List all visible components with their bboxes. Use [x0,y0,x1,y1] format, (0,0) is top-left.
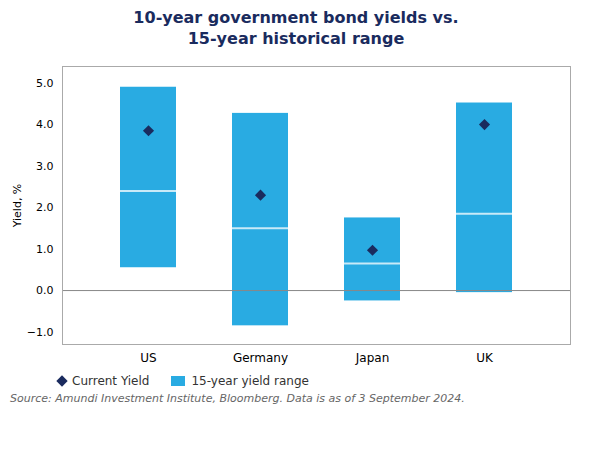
svg-text:1.0: 1.0 [36,242,54,255]
svg-text:3.0: 3.0 [36,159,54,172]
svg-text:4.0: 4.0 [36,118,54,131]
html-text:Current Yield: Current Yield [72,373,150,388]
html-text:10-year government bond yields: 10-year government bond yields vs. 15-ye… [133,8,459,48]
html-text:15-year yield range: 15-year yield range [191,373,309,388]
svg-text:Yield, %: Yield, % [11,183,24,228]
svg-text:US: US [140,351,156,365]
svg-text:5.0: 5.0 [36,76,54,89]
svg-text:2.0: 2.0 [36,201,54,214]
svg-text:UK: UK [476,351,494,365]
svg-text:Japan: Japan [355,351,389,365]
svg-text:0.0: 0.0 [36,284,54,297]
html-text:Source: Amundi Investment Inst: Source: Amundi Investment Institute, Blo… [10,391,465,405]
svg-text:Germany: Germany [233,351,288,365]
svg-text:−1.0: −1.0 [27,325,54,338]
